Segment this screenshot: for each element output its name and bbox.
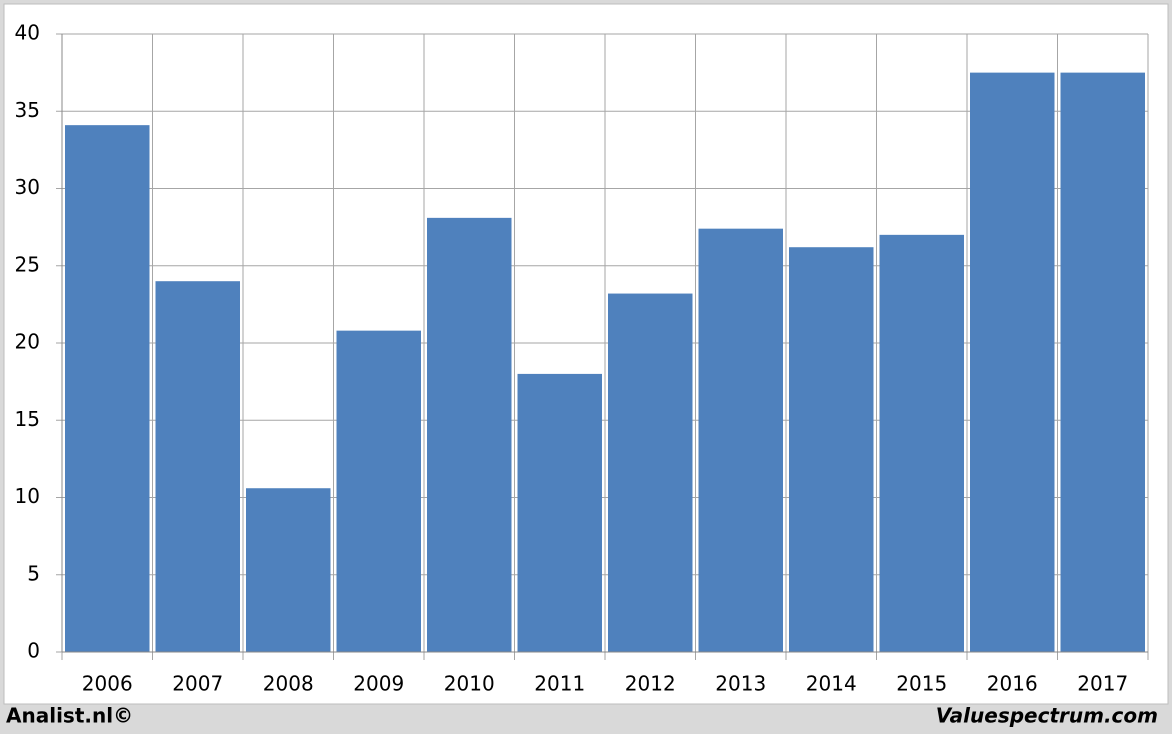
y-tick-label: 5	[27, 561, 40, 585]
x-tick-label: 2011	[534, 672, 585, 696]
bar	[879, 234, 964, 652]
y-tick-label: 0	[27, 639, 40, 663]
credit-right: Valuespectrum.com	[936, 704, 1158, 728]
bar	[336, 330, 421, 652]
y-tick-label: 30	[15, 175, 40, 199]
x-tick-label: 2008	[263, 672, 314, 696]
x-tick-label: 2012	[625, 672, 676, 696]
bar	[1060, 72, 1145, 652]
x-tick-label: 2007	[172, 672, 223, 696]
bar	[155, 281, 240, 652]
bar	[789, 247, 874, 652]
bar	[517, 373, 602, 652]
y-tick-label: 15	[15, 407, 40, 431]
x-tick-label: 2013	[715, 672, 766, 696]
bar	[608, 293, 693, 652]
x-tick-label: 2009	[353, 672, 404, 696]
y-tick-label: 35	[15, 98, 40, 122]
x-tick-label: 2016	[987, 672, 1038, 696]
credit-left: Analist.nl©	[6, 704, 133, 728]
bar	[246, 488, 331, 652]
y-tick-label: 20	[15, 330, 40, 354]
y-tick-label: 25	[15, 252, 40, 276]
bar	[970, 72, 1055, 652]
bar	[427, 217, 512, 653]
x-tick-label: 2014	[806, 672, 857, 696]
x-tick-label: 2006	[82, 672, 133, 696]
x-tick-label: 2015	[896, 672, 947, 696]
bar	[65, 125, 150, 652]
x-tick-label: 2010	[444, 672, 495, 696]
x-tick-label: 2017	[1077, 672, 1128, 696]
y-tick-label: 10	[15, 484, 40, 508]
bar	[698, 228, 783, 653]
y-tick-label: 40	[15, 21, 40, 45]
